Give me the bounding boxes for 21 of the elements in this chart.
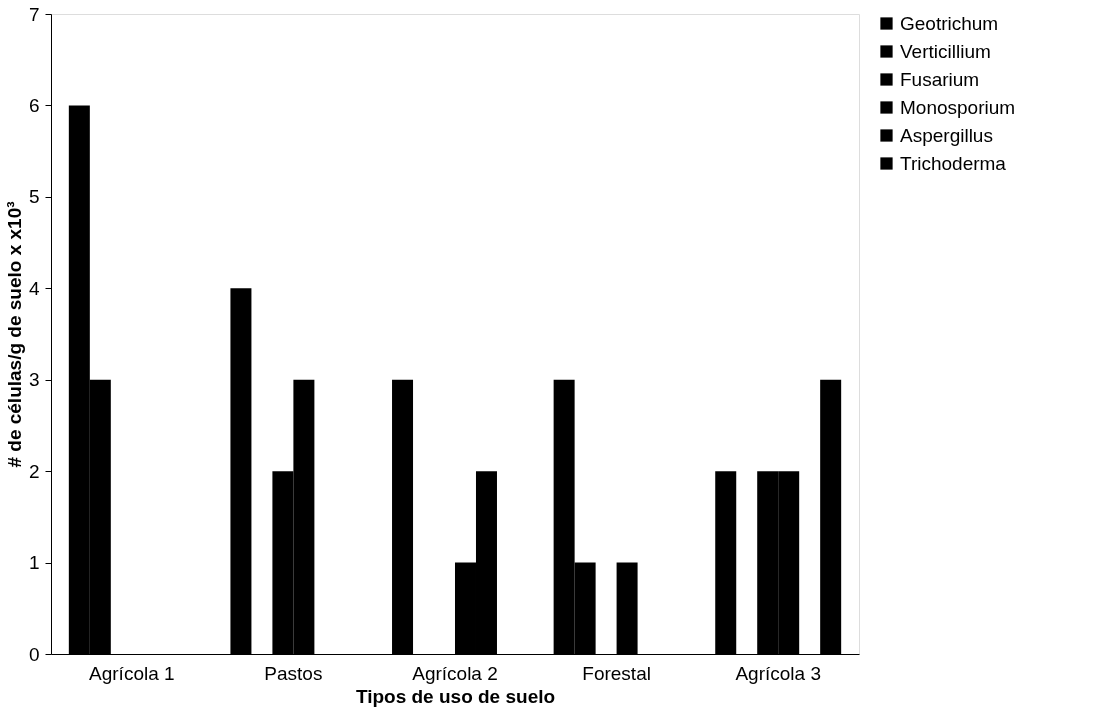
y-tick-label: 6 [28, 94, 40, 116]
legend-label: Geotrichum [900, 12, 999, 34]
y-tick-label: 1 [28, 552, 40, 574]
y-tick-label: 5 [28, 186, 40, 208]
legend-label: Trichoderma [900, 152, 1007, 174]
legend-label: Verticillium [900, 40, 991, 62]
x-tick-label: Forestal [582, 662, 651, 684]
x-tick-label: Agrícola 3 [735, 662, 821, 684]
y-axis-title: # de células/g de suelo x x10³ [3, 201, 25, 468]
y-tick-label: 7 [28, 3, 40, 25]
legend-label: Fusarium [900, 68, 980, 90]
x-tick-label: Agrícola 2 [412, 662, 498, 684]
x-axis-title: Tipos de uso de suelo [355, 685, 556, 707]
y-tick-label: 0 [28, 643, 40, 665]
legend-label: Monosporium [900, 96, 1016, 118]
x-tick-label: Pastos [264, 662, 323, 684]
y-tick-label: 3 [28, 369, 40, 391]
legend-label: Aspergillus [900, 124, 993, 146]
y-tick-label: 2 [28, 460, 40, 482]
y-tick-label: 4 [28, 277, 40, 299]
x-tick-label: Agrícola 1 [89, 662, 175, 684]
